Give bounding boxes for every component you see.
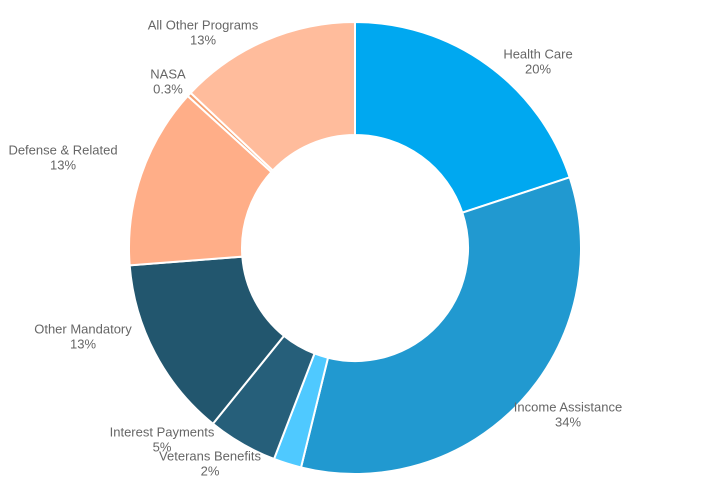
slice xyxy=(189,20,356,172)
slice-value-label: 0.3% xyxy=(153,81,183,96)
slice-value-label: 13% xyxy=(190,32,216,47)
slice-label: Other Mandatory xyxy=(34,321,132,336)
slice-label: Interest Payments xyxy=(110,424,215,439)
slice xyxy=(299,176,582,475)
slice-value-label: 34% xyxy=(555,414,581,429)
slice-value-label: 13% xyxy=(70,336,96,351)
slice-value-label: 13% xyxy=(50,157,76,172)
slice-label: NASA xyxy=(150,66,186,81)
slice-label: Health Care xyxy=(503,46,572,61)
slice-label: Income Assistance xyxy=(514,399,622,414)
slice-value-label: 20% xyxy=(525,61,551,76)
slice-value-label: 2% xyxy=(201,463,220,478)
slice-label: All Other Programs xyxy=(148,17,259,32)
slice xyxy=(354,20,571,214)
slice-label: Veterans Benefits xyxy=(159,448,261,463)
slice-label: Defense & Related xyxy=(8,142,117,157)
slice-value-label: 5% xyxy=(153,439,172,454)
